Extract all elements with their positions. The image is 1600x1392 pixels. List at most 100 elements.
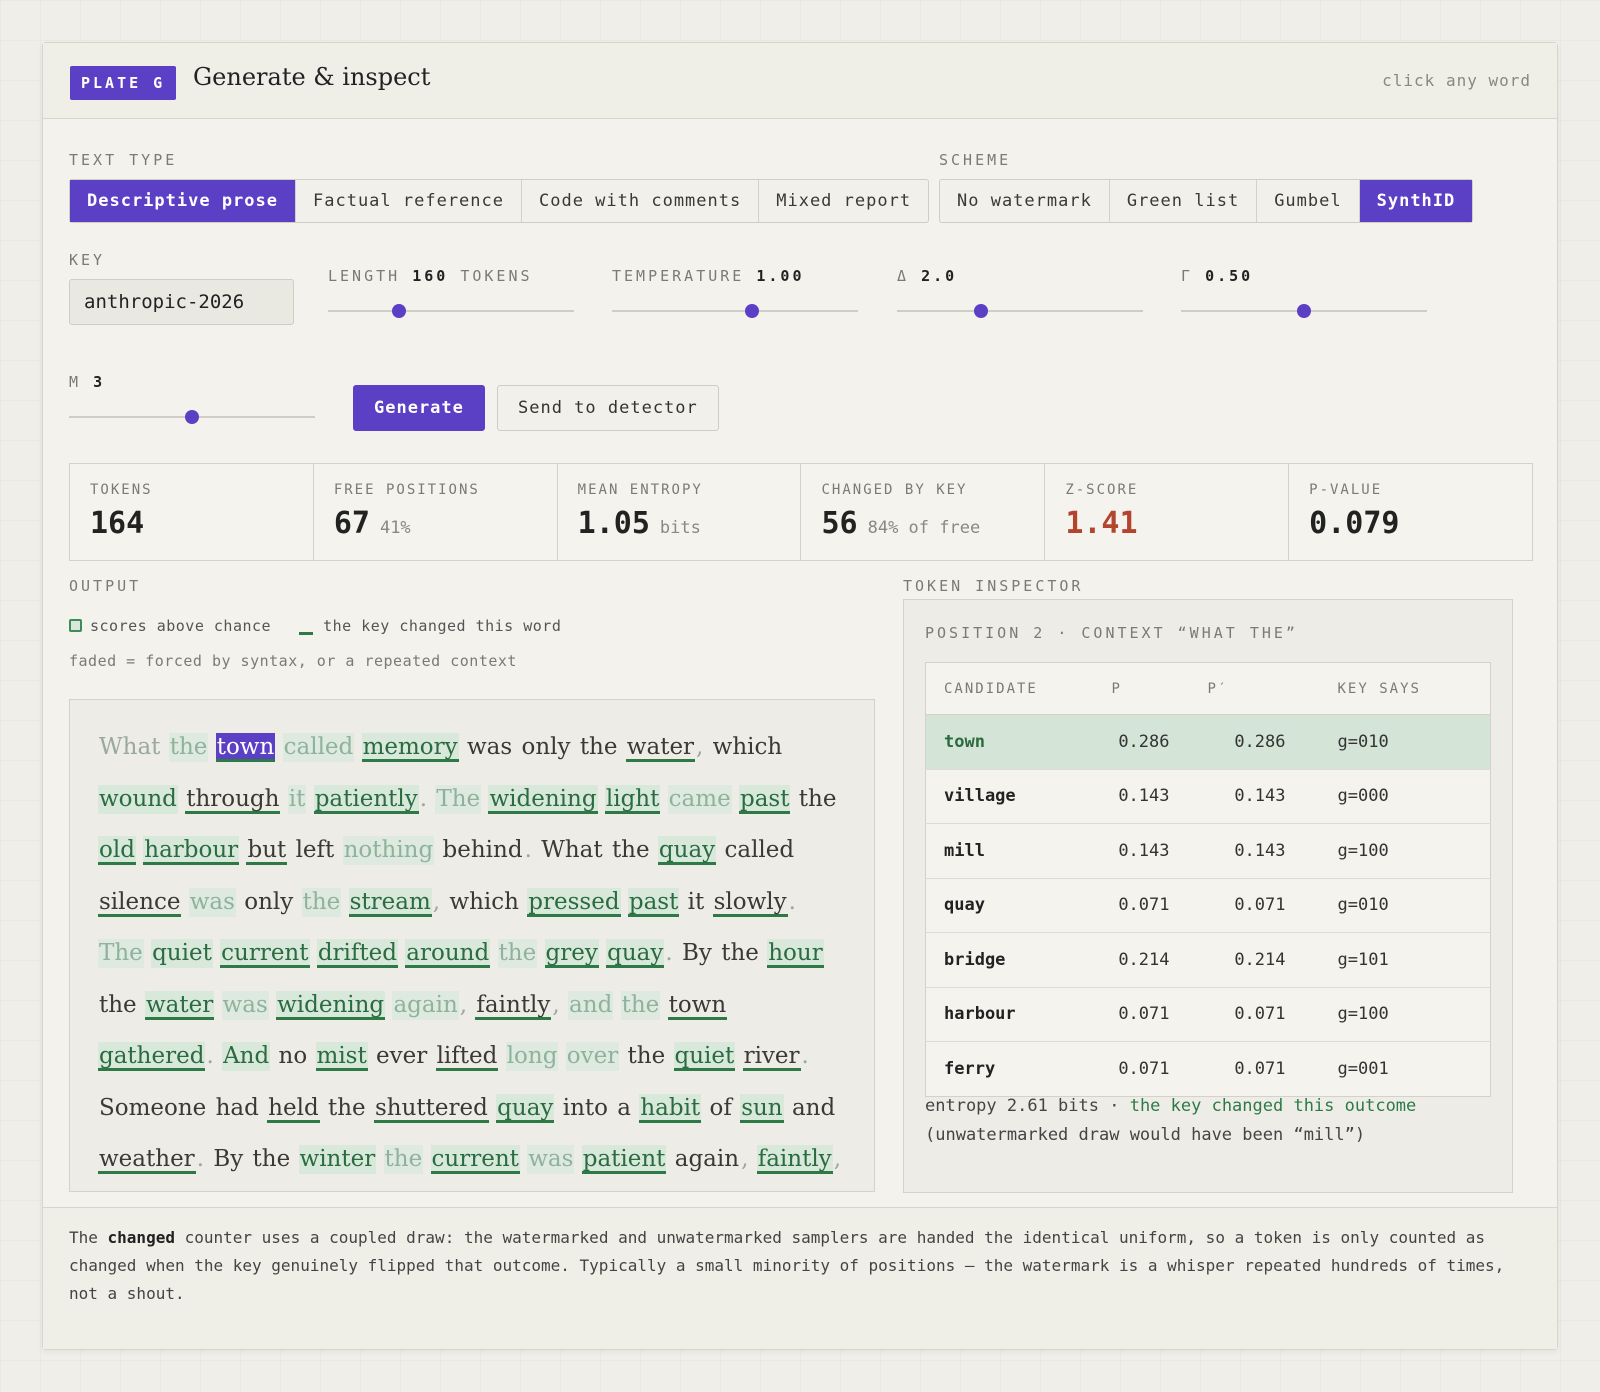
output-token[interactable]: the [620, 990, 661, 1020]
output-token[interactable]: old [98, 836, 136, 865]
output-token[interactable]: light [604, 784, 661, 814]
output-token[interactable]: the [497, 939, 538, 968]
output-token[interactable]: The [435, 784, 482, 814]
slider-knob[interactable] [745, 304, 760, 318]
output-token[interactable]: the [798, 785, 837, 812]
output-token[interactable]: had [215, 1094, 259, 1121]
output-token[interactable]: habit [639, 1093, 702, 1123]
output-token[interactable]: winter [298, 1145, 377, 1174]
output-token[interactable]: wound [98, 784, 178, 814]
candidate-row[interactable]: bridge 0.214 0.214 g=101 [925, 932, 1491, 988]
output-token[interactable]: patient [581, 1145, 667, 1174]
output-token[interactable]: was [188, 887, 236, 917]
output-token[interactable]: gathered [98, 1042, 206, 1071]
output-token[interactable]: harbour [143, 836, 240, 865]
output-token[interactable]: quay [657, 836, 717, 865]
output-token[interactable]: . [788, 888, 796, 915]
output-token[interactable]: which [449, 888, 519, 915]
output-token[interactable]: only [244, 888, 294, 915]
output-token[interactable]: and [791, 1094, 836, 1121]
candidate-row[interactable]: mill 0.143 0.143 g=100 [925, 823, 1491, 879]
output-token[interactable]: town [215, 733, 276, 762]
slider-knob[interactable] [973, 304, 988, 318]
key-input[interactable] [69, 279, 294, 325]
output-token[interactable]: again [392, 990, 459, 1020]
gamma-slider[interactable] [1181, 301, 1427, 321]
output-token[interactable]: faintly [756, 1145, 833, 1174]
text-type-option[interactable]: Factual reference [296, 180, 522, 222]
output-token[interactable]: The [98, 939, 144, 968]
output-token[interactable]: called [282, 733, 355, 762]
output-token[interactable]: , [459, 991, 468, 1018]
output-token[interactable]: long [505, 1042, 559, 1071]
text-type-option[interactable]: Mixed report [776, 191, 912, 211]
output-token[interactable]: the [168, 733, 209, 762]
output-token[interactable]: . [419, 785, 428, 812]
output-token[interactable]: behind [442, 837, 523, 863]
output-token[interactable]: And [222, 1042, 271, 1071]
output-token[interactable]: the [328, 1094, 366, 1121]
output-token[interactable]: memory [361, 733, 459, 762]
output-token[interactable]: , [833, 1146, 841, 1172]
output-token[interactable]: , [432, 888, 441, 915]
delta-slider[interactable] [897, 301, 1143, 321]
output-token[interactable]: was [466, 734, 513, 760]
output-token[interactable]: widening [488, 784, 598, 814]
output-token[interactable]: only [521, 734, 571, 760]
slider-knob[interactable] [185, 410, 199, 424]
text-type-option[interactable]: Code with comments [522, 180, 760, 222]
output-token[interactable]: weather [99, 1146, 195, 1172]
output-token[interactable]: the [301, 887, 342, 917]
candidate-row[interactable]: quay 0.071 0.071 g=010 [925, 878, 1491, 933]
output-token[interactable]: current [220, 939, 310, 968]
output-token[interactable]: . [196, 1146, 204, 1172]
scheme-option[interactable]: SynthID [1359, 180, 1473, 222]
generate-button[interactable]: Generate [353, 385, 485, 431]
output-token[interactable]: called [724, 837, 795, 863]
output-token[interactable]: of [709, 1094, 732, 1121]
send-to-detector-button[interactable]: Send to detector [497, 385, 719, 431]
output-token[interactable]: slowly [713, 888, 787, 915]
output-token[interactable]: , [741, 1146, 749, 1172]
scheme-option[interactable]: Gumbel [1257, 180, 1360, 222]
candidate-row[interactable]: ferry 0.071 0.071 g=001 [926, 1042, 1491, 1097]
output-token[interactable]: quay [496, 1093, 555, 1123]
output-token[interactable]: around [405, 939, 491, 968]
output-token[interactable]: . [801, 1043, 809, 1069]
output-token[interactable]: nothing [342, 836, 435, 865]
output-token[interactable]: it [287, 784, 307, 814]
output-token[interactable]: a [617, 1094, 632, 1121]
output-token[interactable]: ever [376, 1043, 428, 1069]
output-token[interactable]: . [524, 837, 532, 863]
output-token[interactable]: which [712, 734, 783, 760]
output-token[interactable]: was [527, 1145, 575, 1174]
output-token[interactable]: sun [740, 1093, 784, 1123]
output-token[interactable]: no [278, 1043, 308, 1069]
output-token[interactable]: widening [276, 990, 386, 1020]
output-token[interactable]: patiently [313, 784, 419, 814]
output-token[interactable]: over [565, 1042, 620, 1071]
output-token[interactable]: water [144, 990, 215, 1020]
output-token[interactable]: the [721, 940, 759, 966]
text-type-option[interactable]: Descriptive prose [70, 180, 296, 222]
output-token[interactable]: the [579, 734, 618, 760]
output-token[interactable]: and [568, 990, 614, 1020]
output-token[interactable]: was [221, 990, 269, 1020]
output-token[interactable]: the [611, 837, 650, 863]
output-token[interactable]: lifted [436, 1043, 498, 1069]
output-token[interactable]: mist [315, 1042, 368, 1071]
output-token[interactable]: current [430, 1145, 520, 1174]
candidate-row[interactable]: town 0.286 0.286 g=010 [925, 714, 1491, 770]
output-token[interactable]: hour [767, 939, 824, 968]
slider-knob[interactable] [392, 304, 407, 318]
output-token[interactable]: What [541, 837, 603, 863]
output-token[interactable]: Someone [99, 1094, 207, 1121]
output-token[interactable]: , [696, 734, 704, 760]
output-token[interactable]: water [626, 734, 695, 760]
output-token[interactable]: past [739, 784, 791, 814]
output-token[interactable]: it [687, 888, 705, 915]
output-token[interactable]: past [627, 887, 680, 917]
output-token[interactable]: came [667, 784, 732, 814]
output-token[interactable]: again [674, 1146, 740, 1172]
output-token[interactable]: through [186, 785, 280, 812]
